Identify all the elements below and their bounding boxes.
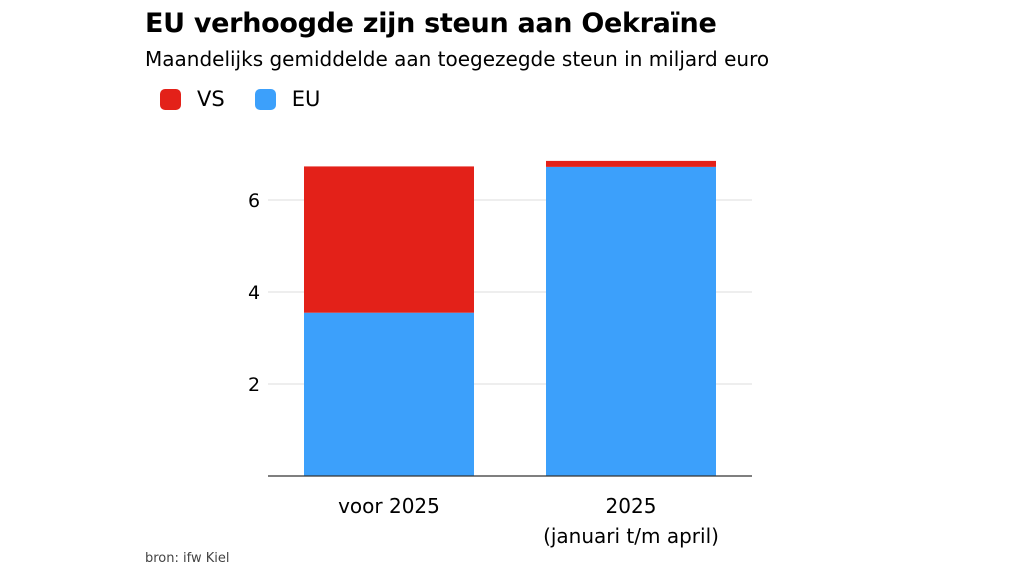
bar-vs <box>304 166 474 313</box>
x-category-label: voor 2025 <box>338 494 440 518</box>
chart-title: EU verhoogde zijn steun aan Oekraïne <box>145 8 717 39</box>
y-tick-label: 2 <box>248 374 260 396</box>
legend-label-eu: EU <box>291 87 321 111</box>
legend-label-vs: VS <box>197 87 225 111</box>
legend-item-vs: VS <box>160 87 225 111</box>
source-note: bron: ifw Kiel <box>145 551 230 566</box>
legend-swatch-vs <box>160 88 181 110</box>
bar-vs <box>546 160 716 167</box>
y-tick-label: 6 <box>248 190 260 212</box>
x-category-label: (januari t/m april) <box>543 524 719 548</box>
legend-item-eu: EU <box>254 87 321 111</box>
legend-swatch-eu <box>254 88 276 110</box>
x-category-label: 2025 <box>606 494 657 518</box>
bar-eu <box>304 312 474 476</box>
bar-eu <box>546 166 716 476</box>
chart-subtitle: Maandelijks gemiddelde aan toegezegde st… <box>145 47 770 71</box>
y-tick-label: 4 <box>248 282 260 304</box>
legend: VS EU <box>160 87 350 111</box>
